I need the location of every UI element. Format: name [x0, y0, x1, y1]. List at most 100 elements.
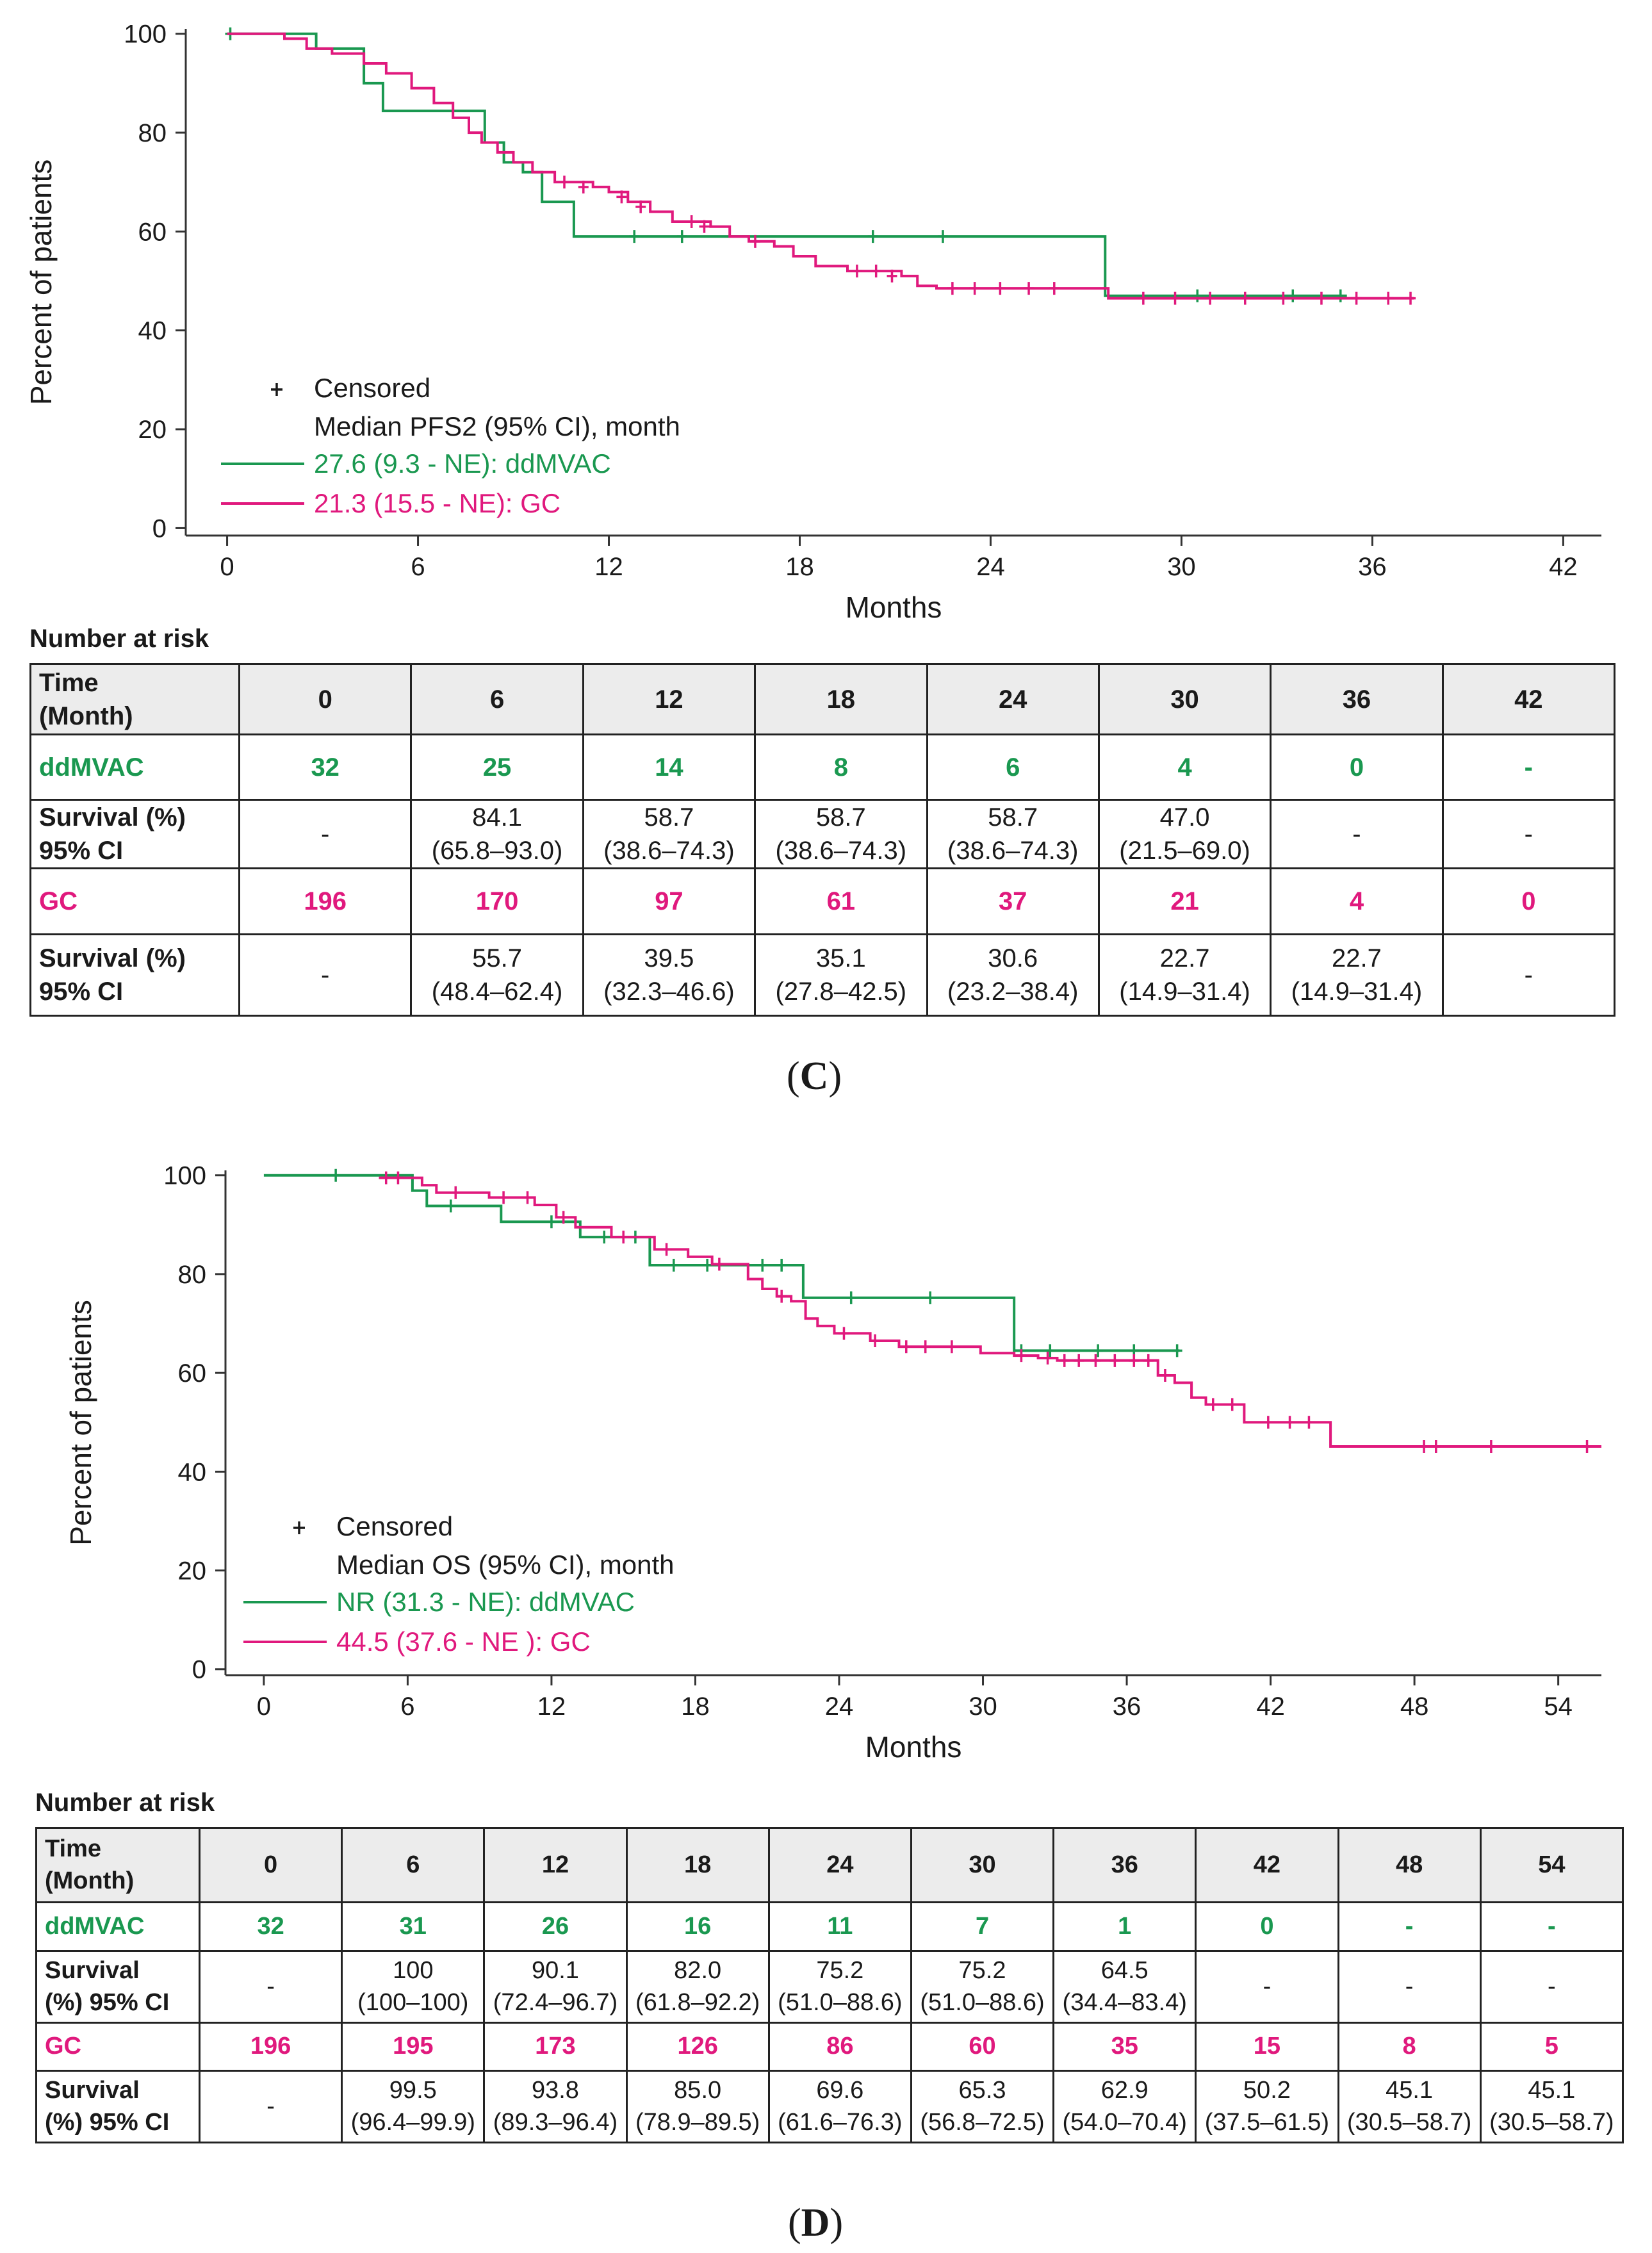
censor-mark [1207, 1398, 1218, 1411]
censor-mark [559, 176, 569, 189]
y-tick-label: 20 [138, 416, 167, 444]
header-time-label: Time (Month) [29, 663, 240, 735]
censor-mark [749, 234, 760, 248]
censor-mark [1304, 1416, 1314, 1429]
legend-entry: 44.5 (37.6 - NE ): GC [336, 1626, 591, 1657]
survival-cell: 93.8 (89.3–96.4) [483, 2070, 628, 2143]
row-label: ddMVAC [29, 733, 240, 801]
censor-mark [522, 1191, 533, 1204]
legend-entry: 21.3 (15.5 - NE): GC [314, 488, 560, 518]
header-time-cell: 18 [625, 1827, 770, 1903]
at-risk-cell: 5 [1479, 2022, 1624, 2072]
y-tick-label: 20 [178, 1557, 207, 1585]
header-time-label: Time (Month) [35, 1827, 200, 1903]
censor-mark [676, 230, 687, 243]
header-time-cell: 36 [1052, 1827, 1197, 1903]
survival-cell: 84.1 (65.8–93.0) [410, 799, 584, 869]
header-time-cell: 12 [483, 1827, 628, 1903]
header-time-cell: 24 [767, 1827, 912, 1903]
censor-mark [920, 1340, 931, 1354]
at-risk-cell: 26 [483, 1901, 628, 1952]
censor-mark [599, 1231, 610, 1244]
x-tick-label: 24 [825, 1692, 854, 1721]
at-risk-cell: 11 [767, 1901, 912, 1952]
row-label: ddMVAC [35, 1901, 200, 1952]
risk-table-title: Number at risk [29, 625, 209, 653]
survival-cell: - [1337, 1950, 1482, 2024]
table-row: Survival (%) 95% CI -84.1 (65.8–93.0) 58.7 (3… [29, 799, 1616, 869]
x-tick-label: 24 [976, 553, 1005, 581]
at-risk-cell: 14 [582, 733, 756, 801]
x-tick-label: 30 [969, 1692, 997, 1721]
header-time-cell: 42 [1441, 663, 1616, 735]
y-tick-label: 0 [192, 1656, 206, 1684]
censor-mark [618, 1231, 629, 1244]
censor-mark [1419, 1440, 1430, 1454]
survival-cell: 100 (100–100) [341, 1950, 486, 2024]
at-risk-cell: 15 [1195, 2022, 1339, 2072]
at-risk-cell: 8 [1337, 2022, 1482, 2072]
censor-mark [1335, 289, 1346, 302]
risk-table-d: Time (Month) 0 6 12 18 24 30 36 42 48 54 ddMVAC 32 31 2… [35, 1827, 1624, 2143]
censor-mark [851, 265, 862, 278]
at-risk-cell: - [1479, 1901, 1624, 1952]
at-risk-cell: 86 [767, 2022, 912, 2072]
censor-mark [1383, 291, 1394, 305]
survival-cell: 22.7 (14.9–31.4) [1097, 933, 1272, 1017]
at-risk-cell: 0 [1441, 867, 1616, 935]
censor-mark [1138, 291, 1149, 305]
censor-mark [887, 269, 897, 283]
censor-mark [702, 1259, 713, 1272]
censor-mark [870, 1334, 881, 1348]
row-label: Survival (%) 95% CI [29, 933, 240, 1017]
censor-mark [995, 282, 1006, 295]
x-tick-label: 18 [785, 553, 814, 581]
survival-cell: - [1270, 799, 1444, 869]
censor-mark [1159, 1368, 1170, 1382]
at-risk-cell: 37 [926, 867, 1100, 935]
censor-mark [946, 1340, 957, 1354]
km-plot-pfs2: 0 20 40 60 80 100 0 6 12 18 24 30 36 42 Months Percent … [24, 20, 1601, 624]
x-tick-label: 12 [537, 1692, 566, 1721]
x-tick-label: 0 [257, 1692, 271, 1721]
risk-table-c: Time (Month) 0 6 12 18 24 30 36 42 ddMVAC 32 25 14 8 6 4… [29, 663, 1616, 1017]
y-tick-label: 60 [138, 218, 167, 246]
panel-label-c: (C) [787, 1054, 842, 1098]
table-row: GC 196 195 173 126 86 60 35 15 8 5 [35, 2022, 1624, 2072]
survival-cell: 62.9 (54.0–70.4) [1052, 2070, 1197, 2143]
censor-mark [1239, 291, 1250, 305]
x-tick-label: 42 [1549, 553, 1578, 581]
survival-cell: 47.0 (21.5–69.0) [1097, 799, 1272, 869]
censor-mark [947, 282, 958, 295]
censor-mark [714, 1258, 724, 1271]
at-risk-cell: 6 [926, 733, 1100, 801]
km-curve-ddmvac [263, 1174, 1180, 1352]
censor-mark [1170, 291, 1181, 305]
survival-cell: 99.5 (96.4–99.9) [341, 2070, 486, 2143]
censor-mark [1485, 1440, 1496, 1454]
survival-cell: 22.7 (14.9–31.4) [1270, 933, 1444, 1017]
censor-mark [1351, 291, 1362, 305]
censor-mark [546, 1215, 557, 1229]
survival-cell: 50.2 (37.5–61.5) [1195, 2070, 1339, 2143]
at-risk-cell: 1 [1052, 1901, 1197, 1952]
survival-cell: - [1479, 1950, 1624, 2024]
censored-legend-icon [293, 1521, 305, 1534]
censor-mark [1049, 282, 1059, 295]
censor-mark [380, 1171, 391, 1184]
row-label: GC [29, 867, 240, 935]
at-risk-cell: 126 [625, 2022, 770, 2072]
at-risk-cell: 0 [1270, 733, 1444, 801]
censor-mark [1042, 1351, 1053, 1364]
survival-cell: - [198, 2070, 343, 2143]
censor-mark [757, 1259, 768, 1272]
x-tick-label: 12 [594, 553, 623, 581]
x-axis-label: Months [846, 591, 942, 624]
at-risk-cell: 60 [910, 2022, 1055, 2072]
censor-mark [1093, 1344, 1104, 1357]
censor-mark [1024, 282, 1035, 295]
censor-mark [1405, 291, 1416, 305]
censor-mark [661, 1243, 672, 1256]
survival-cell: 39.5 (32.3–46.6) [582, 933, 756, 1017]
at-risk-cell: 35 [1052, 2022, 1197, 2072]
